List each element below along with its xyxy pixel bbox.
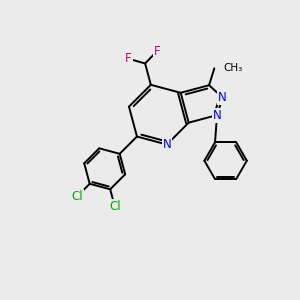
- Text: F: F: [154, 45, 160, 58]
- Text: Cl: Cl: [109, 200, 121, 213]
- Text: F: F: [125, 52, 132, 65]
- Text: N: N: [163, 138, 171, 151]
- Text: Cl: Cl: [71, 190, 83, 203]
- Text: N: N: [218, 91, 227, 104]
- Text: CH₃: CH₃: [223, 63, 242, 73]
- Text: N: N: [213, 109, 221, 122]
